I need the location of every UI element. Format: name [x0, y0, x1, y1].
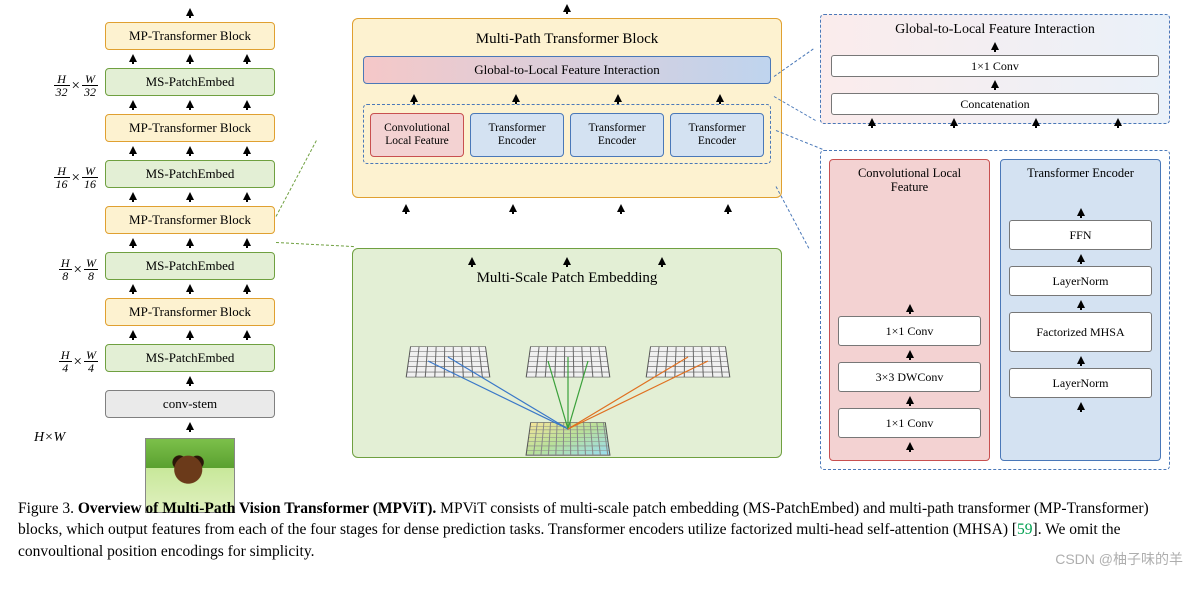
conv-local-feature-col: Convolutional Local Feature 1×1 Conv 3×3… — [829, 159, 990, 461]
block-label: MP-Transformer Block — [129, 212, 251, 228]
dimension-label: H8×W8 — [18, 257, 98, 283]
block-label: MS-PatchEmbed — [146, 74, 235, 90]
mp-transformer-block: MP-Transformer Block — [105, 298, 275, 326]
conv1x1-cell: 1×1 Conv — [838, 408, 981, 438]
dimension-label: H16×W16 — [18, 165, 98, 191]
ray-lines — [353, 249, 783, 459]
encoder-group: Convolutional Local Feature Transformer … — [363, 104, 771, 164]
transformer-encoder: Transformer Encoder — [670, 113, 764, 157]
watermark: CSDN @柚子味的羊 — [1055, 549, 1183, 569]
concat-block: Concatenation — [831, 93, 1159, 115]
col-title: Transformer Encoder — [1027, 166, 1134, 196]
dashed-connector — [276, 140, 317, 216]
mp-transformer-block: MP-Transformer Block — [105, 22, 275, 50]
citation-ref: 59 — [1017, 521, 1033, 538]
ffn-cell: FFN — [1009, 220, 1152, 250]
panel-title: Multi-Path Transformer Block — [363, 31, 771, 48]
conv1x1-cell: 1×1 Conv — [838, 316, 981, 346]
block-label: MS-PatchEmbed — [146, 350, 235, 366]
figure-number: Figure 3. — [18, 500, 74, 517]
block-label: MP-Transformer Block — [129, 304, 251, 320]
transformer-encoder: Transformer Encoder — [570, 113, 664, 157]
block-label: MP-Transformer Block — [129, 28, 251, 44]
dimension-label: H32×W32 — [18, 73, 98, 99]
ms-patchembed-block: H4×W4 MS-PatchEmbed — [105, 344, 275, 372]
ms-patchembed-block: H32×W32 MS-PatchEmbed — [105, 68, 275, 96]
figure-caption: Figure 3. Overview of Multi-Path Vision … — [18, 498, 1173, 562]
arrow-up-icon — [563, 4, 571, 12]
multipath-transformer-detail: Multi-Path Transformer Block Global-to-L… — [352, 18, 782, 198]
block-label: MS-PatchEmbed — [146, 166, 235, 182]
layernorm-cell: LayerNorm — [1009, 368, 1152, 398]
mp-transformer-block: MP-Transformer Block — [105, 206, 275, 234]
architecture-diagram: MP-Transformer Block H32×W32 MS-PatchEmb… — [0, 0, 1191, 490]
dashed-connector — [776, 186, 810, 248]
block-label: MS-PatchEmbed — [146, 258, 235, 274]
block-label: MP-Transformer Block — [129, 120, 251, 136]
panel-title: Global-to-Local Feature Interaction — [831, 22, 1159, 38]
left-stack: MP-Transformer Block H32×W32 MS-PatchEmb… — [105, 8, 275, 513]
input-dim-label: H×W — [34, 430, 65, 446]
dashed-connector — [776, 130, 823, 150]
caption-title: Overview of Multi-Path Vision Transforme… — [78, 500, 436, 517]
conv1x1-block: 1×1 Conv — [831, 55, 1159, 77]
gli-bar: Global-to-Local Feature Interaction — [363, 56, 771, 84]
mhsa-cell: Factorized MHSA — [1009, 312, 1152, 352]
col-title: Convolutional Local Feature — [838, 166, 981, 196]
multiscale-patch-embedding-detail: Multi-Scale Patch Embedding — [352, 248, 782, 458]
block-label: conv-stem — [163, 396, 217, 412]
dwconv-cell: 3×3 DWConv — [838, 362, 981, 392]
layernorm-cell: LayerNorm — [1009, 266, 1152, 296]
transformer-encoder: Transformer Encoder — [470, 113, 564, 157]
gli-detail: Global-to-Local Feature Interaction 1×1 … — [820, 14, 1170, 124]
ms-patchembed-block: H16×W16 MS-PatchEmbed — [105, 160, 275, 188]
mp-transformer-block: MP-Transformer Block — [105, 114, 275, 142]
conv-local-feature: Convolutional Local Feature — [370, 113, 464, 157]
dimension-label: H4×W4 — [18, 349, 98, 375]
transformer-encoder-col: Transformer Encoder FFN LayerNorm Factor… — [1000, 159, 1161, 461]
ms-patchembed-block: H8×W8 MS-PatchEmbed — [105, 252, 275, 280]
encoder-detail: Convolutional Local Feature 1×1 Conv 3×3… — [820, 150, 1170, 470]
conv-stem-block: conv-stem — [105, 390, 275, 418]
arrow-up-icon — [186, 8, 194, 16]
gli-label: Global-to-Local Feature Interaction — [474, 62, 660, 78]
dashed-connector — [276, 242, 354, 247]
